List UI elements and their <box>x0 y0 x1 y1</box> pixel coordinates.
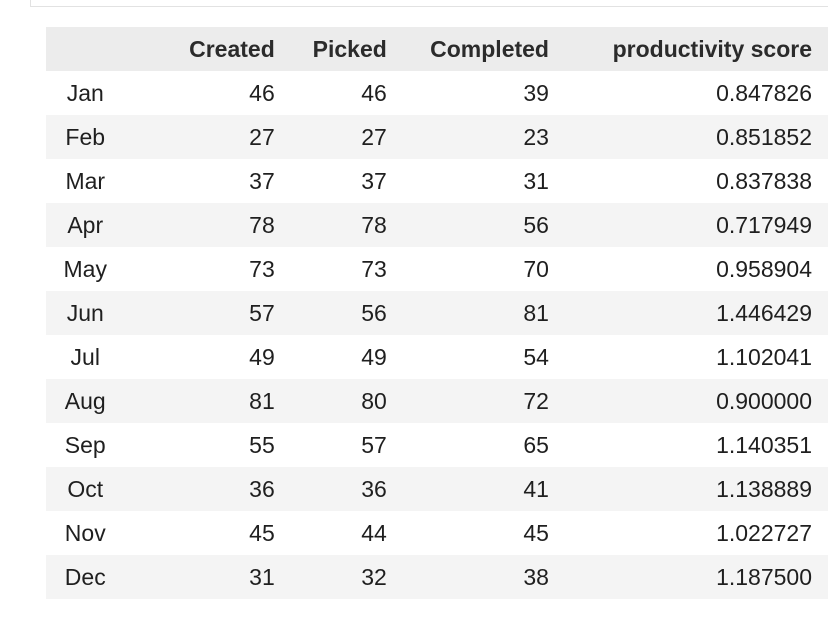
table-row: Oct 36 36 41 1.138889 <box>46 467 828 511</box>
productivity-score-cell: 1.446429 <box>716 299 812 326</box>
completed-cell: 54 <box>523 343 549 370</box>
created-column-header: Created <box>189 35 275 62</box>
picked-cell: 49 <box>361 343 387 370</box>
created-cell: 36 <box>249 475 275 502</box>
table-row: Nov 45 44 45 1.022727 <box>46 511 828 555</box>
row-index-month: Sep <box>64 431 106 458</box>
table-row: May 73 73 70 0.958904 <box>46 247 828 291</box>
picked-cell: 36 <box>361 475 387 502</box>
table-row: Aug 81 80 72 0.900000 <box>46 379 828 423</box>
productivity-score-cell: 0.958904 <box>716 255 812 282</box>
row-index-month: Jun <box>66 299 104 326</box>
completed-column-header: Completed <box>430 35 549 62</box>
table-row: Feb 27 27 23 0.851852 <box>46 115 828 159</box>
created-cell: 45 <box>249 519 275 546</box>
completed-cell: 70 <box>523 255 549 282</box>
table-row: Jun 57 56 81 1.446429 <box>46 291 828 335</box>
table-row: Sep 55 57 65 1.140351 <box>46 423 828 467</box>
header-row: Created Picked Completed productivity sc… <box>46 27 828 71</box>
table-row: Jul 49 49 54 1.102041 <box>46 335 828 379</box>
productivity-score-cell: 1.140351 <box>716 431 812 458</box>
row-index-month: Mar <box>65 167 106 194</box>
picked-cell: 80 <box>361 387 387 414</box>
completed-cell: 81 <box>523 299 549 326</box>
picked-cell: 32 <box>361 563 387 590</box>
picked-cell: 73 <box>361 255 387 282</box>
productivity-score-cell: 0.900000 <box>716 387 812 414</box>
picked-cell: 44 <box>361 519 387 546</box>
productivity-score-cell: 1.102041 <box>716 343 812 370</box>
completed-cell: 23 <box>523 123 549 150</box>
created-cell: 31 <box>249 563 275 590</box>
picked-cell: 27 <box>361 123 387 150</box>
completed-cell: 45 <box>523 519 549 546</box>
row-index-month: Oct <box>67 475 104 502</box>
productivity-score-cell: 0.837838 <box>716 167 812 194</box>
created-cell: 55 <box>249 431 275 458</box>
created-cell: 57 <box>249 299 275 326</box>
productivity-score-cell: 0.717949 <box>716 211 812 238</box>
productivity-score-cell: 1.138889 <box>716 475 812 502</box>
picked-cell: 46 <box>361 79 387 106</box>
productivity-score-cell: 1.187500 <box>716 563 812 590</box>
created-cell: 37 <box>249 167 275 194</box>
completed-cell: 39 <box>523 79 549 106</box>
previous-cell-frame <box>30 0 828 7</box>
picked-cell: 37 <box>361 167 387 194</box>
completed-cell: 56 <box>523 211 549 238</box>
picked-cell: 57 <box>361 431 387 458</box>
row-index-month: Feb <box>65 123 106 150</box>
completed-cell: 41 <box>523 475 549 502</box>
table-row: Dec 31 32 38 1.187500 <box>46 555 828 599</box>
completed-cell: 65 <box>523 431 549 458</box>
row-index-month: Nov <box>64 519 106 546</box>
row-index-month: May <box>63 255 107 282</box>
productivity-score-column-header: productivity score <box>612 35 812 62</box>
dataframe-table: Created Picked Completed productivity sc… <box>46 27 828 599</box>
table-row: Apr 78 78 56 0.717949 <box>46 203 828 247</box>
created-cell: 27 <box>249 123 275 150</box>
row-index-month: Aug <box>64 387 106 414</box>
picked-cell: 78 <box>361 211 387 238</box>
completed-cell: 31 <box>523 167 549 194</box>
row-index-month: Jan <box>66 79 104 106</box>
picked-cell: 56 <box>361 299 387 326</box>
created-cell: 46 <box>249 79 275 106</box>
productivity-score-cell: 0.851852 <box>716 123 812 150</box>
productivity-score-cell: 1.022727 <box>716 519 812 546</box>
created-cell: 73 <box>249 255 275 282</box>
created-cell: 81 <box>249 387 275 414</box>
completed-cell: 38 <box>523 563 549 590</box>
table-body: Jan 46 46 39 0.847826 Feb 27 27 23 0.851852 Mar 37 3… <box>46 71 828 599</box>
table-header: Created Picked Completed productivity sc… <box>46 27 828 71</box>
table-row: Mar 37 37 31 0.837838 <box>46 159 828 203</box>
created-cell: 78 <box>249 211 275 238</box>
completed-cell: 72 <box>523 387 549 414</box>
productivity-score-cell: 0.847826 <box>716 79 812 106</box>
row-index-month: Jul <box>70 343 100 370</box>
picked-column-header: Picked <box>312 35 387 62</box>
row-index-month: Apr <box>67 211 104 238</box>
table-row: Jan 46 46 39 0.847826 <box>46 71 828 115</box>
index-column-header <box>46 27 125 71</box>
created-cell: 49 <box>249 343 275 370</box>
row-index-month: Dec <box>64 563 106 590</box>
